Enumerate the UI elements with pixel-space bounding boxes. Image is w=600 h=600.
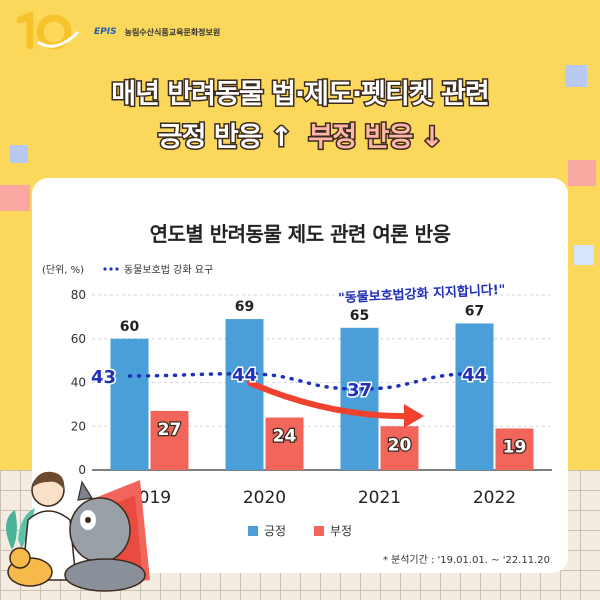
unit-label: (단위, %) xyxy=(42,263,84,276)
legend-line-dot xyxy=(103,267,107,271)
x-tick-label: 2020 xyxy=(243,488,286,508)
bar-positive-value-label: 60 xyxy=(120,319,140,335)
bar-negative xyxy=(150,410,189,470)
y-tick-label: 60 xyxy=(71,332,86,346)
person-with-pets-illustration xyxy=(6,471,150,592)
chart-title: 연도별 반려동물 제도 관련 여론 반응 xyxy=(149,222,451,246)
y-tick-label: 20 xyxy=(71,419,86,433)
trend-arrow xyxy=(247,380,415,420)
legend-line-dot xyxy=(115,267,119,271)
decor-square xyxy=(565,65,587,87)
chart-card: 연도별 반려동물 제도 관련 여론 반응 (단위, %) 동물보호법 강화 요구 0… xyxy=(32,178,568,573)
bar-positive-value-label: 69 xyxy=(235,299,254,315)
trend-arrow-head xyxy=(404,404,424,428)
line-series-value-label: 37 xyxy=(347,380,372,401)
bar-negative-value-label: 24 xyxy=(273,427,297,447)
logo-org-name: 농림수산식품교육문화정보원 xyxy=(124,27,221,37)
y-tick-label: 0 xyxy=(78,463,86,477)
source-note: * 분석기간 : '19.01.01. ~ '22.11.20 xyxy=(382,555,550,566)
x-tick-label: 2022 xyxy=(473,488,516,508)
bar-positive xyxy=(225,319,264,470)
x-tick-label: 2021 xyxy=(358,488,401,508)
headline-negative: 부정 반응 ↓ xyxy=(307,121,445,155)
decor-square xyxy=(568,160,596,186)
legend-positive-swatch xyxy=(248,526,258,536)
legend-negative-swatch xyxy=(314,526,324,536)
bar-negative xyxy=(380,426,419,470)
line-series-value-label: 43 xyxy=(91,367,116,388)
logo: EPIS 농림수산식품교육문화정보원 xyxy=(16,12,220,52)
line-series-value-label: 44 xyxy=(462,365,487,386)
bar-positive-value-label: 65 xyxy=(350,308,369,324)
bar-negative-value-label: 20 xyxy=(388,435,412,455)
chart-svg: (단위, %) 동물보호법 강화 요구 0 20 40 60 80 60 27 20 19 69 24 2… xyxy=(42,263,552,538)
y-tick-label: 40 xyxy=(71,376,86,390)
legend-line-dot xyxy=(109,267,113,271)
bar-positive-value-label: 67 xyxy=(465,303,484,319)
headline-line1: 매년 반려동물 법·제도·펫티켓 관련 xyxy=(110,78,491,112)
bar-negative-value-label: 27 xyxy=(158,420,182,440)
legend-line-label: 동물보호법 강화 요구 xyxy=(124,264,213,276)
headline-positive: 긍정 반응 ↑ xyxy=(156,121,294,155)
headline-line2: 긍정 반응 ↑ 부정 반응 ↓ xyxy=(0,115,600,155)
bar-negative-value-label: 19 xyxy=(503,437,527,457)
bar-negative xyxy=(265,417,304,470)
line-series-value-label: 44 xyxy=(232,365,257,386)
legend-positive-label: 긍정 xyxy=(264,524,286,538)
bar-positive xyxy=(110,338,149,470)
bar-negative xyxy=(495,428,534,470)
decor-square xyxy=(10,145,28,163)
bar-positive xyxy=(455,323,494,470)
decor-square xyxy=(0,185,30,211)
legend-negative-label: 부정 xyxy=(330,524,352,538)
logo-brand: EPIS xyxy=(94,27,117,37)
decor-square xyxy=(574,245,594,265)
anniversary-10-logo-icon xyxy=(16,12,80,50)
bar-positive xyxy=(340,327,379,470)
y-tick-label: 80 xyxy=(71,288,86,302)
line-series-path xyxy=(127,371,477,391)
